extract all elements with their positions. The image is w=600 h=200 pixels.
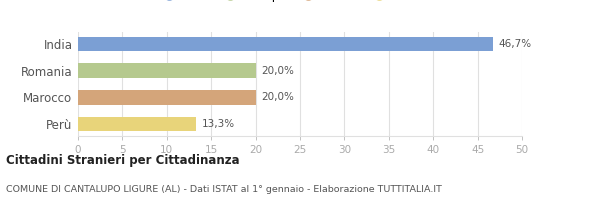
Text: 46,7%: 46,7%: [498, 39, 531, 49]
Text: COMUNE DI CANTALUPO LIGURE (AL) - Dati ISTAT al 1° gennaio - Elaborazione TUTTIT: COMUNE DI CANTALUPO LIGURE (AL) - Dati I…: [6, 185, 442, 194]
Bar: [78, 37, 493, 51]
Legend: Asia, Europa, Africa, America: Asia, Europa, Africa, America: [152, 0, 448, 6]
Text: 20,0%: 20,0%: [261, 66, 294, 76]
Bar: [78, 90, 256, 105]
Bar: [78, 117, 196, 131]
Bar: [78, 63, 256, 78]
Text: 20,0%: 20,0%: [261, 92, 294, 102]
Text: 13,3%: 13,3%: [202, 119, 235, 129]
Text: Cittadini Stranieri per Cittadinanza: Cittadini Stranieri per Cittadinanza: [6, 154, 239, 167]
